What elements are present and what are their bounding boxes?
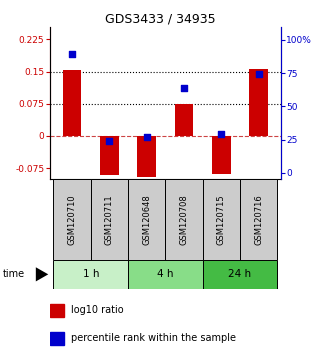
Bar (137, 136, 156, 177)
FancyBboxPatch shape (128, 179, 165, 260)
Bar (100, 136, 119, 175)
Bar (249, 69, 268, 136)
FancyBboxPatch shape (91, 179, 128, 260)
Point (70, 52, 75, 57)
Bar (212, 136, 230, 173)
FancyBboxPatch shape (203, 179, 240, 260)
Text: 4 h: 4 h (157, 269, 174, 279)
Point (144, 134, 149, 140)
Text: GSM120708: GSM120708 (179, 194, 188, 245)
Text: time: time (3, 269, 25, 279)
Text: log10 ratio: log10 ratio (71, 305, 123, 315)
FancyBboxPatch shape (54, 179, 91, 260)
FancyBboxPatch shape (203, 260, 277, 289)
Text: percentile rank within the sample: percentile rank within the sample (71, 333, 236, 343)
Point (219, 131, 224, 137)
Point (256, 72, 261, 77)
Polygon shape (36, 267, 48, 281)
Text: GDS3433 / 34935: GDS3433 / 34935 (105, 12, 216, 25)
Text: GSM120648: GSM120648 (142, 194, 151, 245)
Bar (50, 332, 64, 345)
Text: 24 h: 24 h (228, 269, 251, 279)
FancyBboxPatch shape (240, 179, 277, 260)
FancyBboxPatch shape (128, 260, 203, 289)
Text: 1 h: 1 h (82, 269, 99, 279)
FancyBboxPatch shape (54, 260, 128, 289)
Bar (50, 304, 64, 316)
Text: GSM120715: GSM120715 (217, 194, 226, 245)
Bar (175, 104, 193, 136)
Point (181, 85, 187, 91)
Text: GSM120710: GSM120710 (68, 194, 77, 245)
Point (107, 138, 112, 144)
Bar (63, 70, 82, 136)
Text: GSM120716: GSM120716 (254, 194, 263, 245)
FancyBboxPatch shape (165, 179, 203, 260)
Text: GSM120711: GSM120711 (105, 194, 114, 245)
